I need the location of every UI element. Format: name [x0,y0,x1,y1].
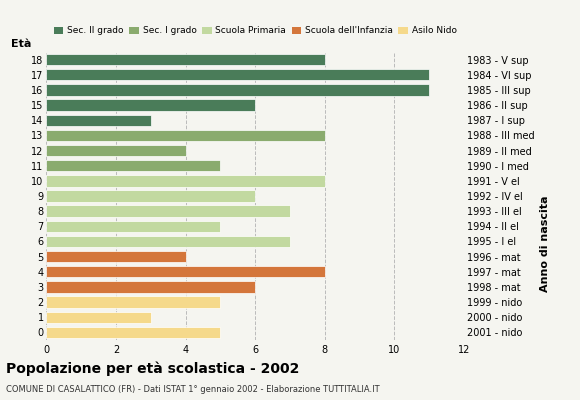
Bar [46,206,290,217]
Y-axis label: Anno di nascita: Anno di nascita [540,196,550,292]
Bar [46,175,325,186]
Legend: Sec. II grado, Sec. I grado, Scuola Primaria, Scuola dell'Infanzia, Asilo Nido: Sec. II grado, Sec. I grado, Scuola Prim… [50,23,461,39]
Bar [46,312,151,323]
Bar [46,251,186,262]
Bar [46,69,429,80]
Bar [46,84,429,96]
Bar [46,130,325,141]
Bar [46,190,255,202]
Bar [46,160,220,171]
Bar [46,114,151,126]
Bar [46,54,325,65]
Bar [46,221,220,232]
Text: Età: Età [11,39,31,49]
Bar [46,145,186,156]
Text: COMUNE DI CASALATTICO (FR) - Dati ISTAT 1° gennaio 2002 - Elaborazione TUTTITALI: COMUNE DI CASALATTICO (FR) - Dati ISTAT … [6,385,379,394]
Text: Popolazione per età scolastica - 2002: Popolazione per età scolastica - 2002 [6,362,299,376]
Bar [46,327,220,338]
Bar [46,296,220,308]
Bar [46,99,255,111]
Bar [46,281,255,293]
Bar [46,236,290,247]
Bar [46,266,325,278]
